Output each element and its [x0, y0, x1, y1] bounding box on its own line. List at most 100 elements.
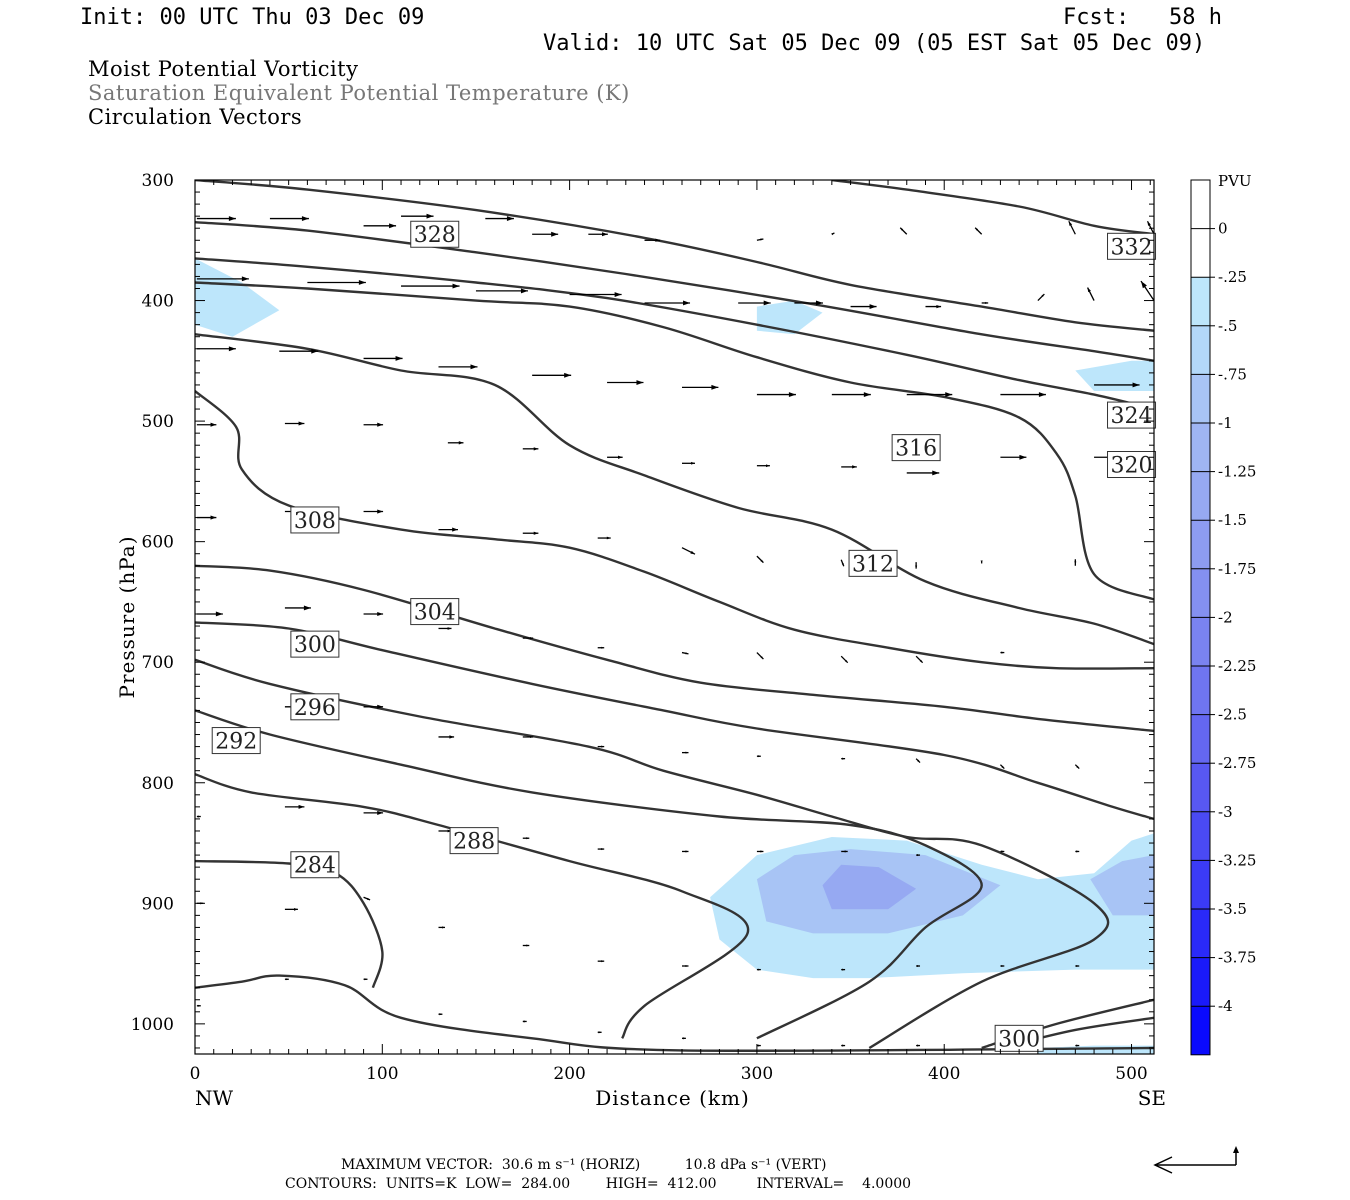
svg-text:332: 332: [1111, 235, 1153, 260]
colorbar-label: -2.25: [1218, 657, 1256, 675]
contour-line-328: [195, 180, 1154, 332]
contour-note: CONTOURS: UNITS=K LOW= 284.00 HIGH= 412.…: [285, 1176, 912, 1192]
circulation-vector: [1068, 220, 1076, 235]
contour-line-unlabeled-13: [195, 974, 1154, 1053]
circulation-vector: [1000, 454, 1027, 460]
colorbar-swatch: [1191, 568, 1210, 618]
colorbar-label: -1.5: [1218, 511, 1247, 529]
circulation-vector: [279, 348, 319, 354]
circulation-vector: [756, 392, 796, 398]
circulation-vector: [841, 968, 846, 971]
circulation-vector: [915, 655, 924, 664]
colorbar-swatch: [1191, 714, 1210, 764]
svg-text:308: 308: [294, 509, 336, 534]
circulation-vector: [475, 288, 528, 294]
title-mpv: Moist Potential Vorticity: [88, 57, 359, 81]
circulation-vector: [522, 447, 539, 451]
colorbar-swatch: [1191, 180, 1210, 229]
circulation-vector: [284, 804, 305, 809]
pv-region-6: [1090, 855, 1154, 916]
circulation-vector: [438, 627, 452, 630]
circulation-vector: [681, 850, 689, 853]
svg-text:328: 328: [414, 223, 456, 248]
y-tick-label: 700: [142, 653, 174, 673]
contour-label-320: 320: [1107, 451, 1157, 479]
svg-text:284: 284: [294, 854, 336, 879]
circulation-vector: [196, 611, 223, 617]
circulation-vector: [284, 978, 289, 981]
colorbar-label: -1.25: [1218, 463, 1256, 481]
circulation-vector: [363, 810, 384, 815]
circulation-vector: [569, 292, 622, 297]
circulation-vector: [831, 232, 835, 236]
circulation-vector: [532, 372, 572, 378]
max-vector-note: MAXIMUM VECTOR: 30.6 m s⁻¹ (HORIZ) 10.8 …: [341, 1157, 827, 1173]
colorbar-label: -.25: [1218, 268, 1247, 286]
circulation-vector: [196, 515, 217, 520]
circulation-vector: [1086, 287, 1095, 301]
colorbar-units: PVU: [1218, 172, 1252, 190]
colorbar-label: 0: [1218, 220, 1228, 238]
circulation-vector: [438, 1013, 443, 1016]
circulation-vector: [756, 968, 761, 971]
circulation-vector: [597, 960, 605, 963]
colorbar-swatch: [1191, 325, 1210, 375]
circulation-vector: [980, 560, 983, 564]
valid-time: Valid: 10 UTC Sat 05 Dec 09 (05 EST Sat …: [543, 31, 1206, 56]
circulation-vector: [597, 1031, 602, 1034]
circulation-vector: [269, 216, 309, 222]
svg-text:320: 320: [1111, 454, 1153, 479]
circulation-vector: [196, 276, 249, 282]
colorbar-label: -.5: [1218, 317, 1237, 335]
circulation-vector: [1037, 293, 1045, 302]
circulation-vector: [597, 745, 605, 748]
contour-label-288: 288: [449, 827, 499, 855]
circulation-vector: [850, 304, 877, 310]
x-end-label-nw: NW: [195, 1086, 234, 1110]
circulation-vector: [438, 364, 478, 370]
y-tick-label: 400: [142, 292, 174, 312]
circulation-vector: [756, 238, 764, 241]
colorbar-label: -.75: [1218, 365, 1247, 383]
contour-line-304: [195, 564, 1154, 733]
pv-region-7: [822, 864, 917, 910]
circulation-vector: [756, 755, 761, 758]
svg-text:304: 304: [414, 601, 456, 626]
colorbar-swatch: [1191, 617, 1210, 666]
contour-label-308: 308: [290, 506, 340, 534]
circulation-vector: [522, 944, 530, 947]
circulation-vector: [681, 384, 719, 390]
contour-label-324: 324: [1107, 401, 1157, 429]
circulation-vector: [522, 837, 530, 840]
circulation-vector: [363, 704, 384, 709]
circulation-vector: [1000, 850, 1005, 853]
circulation-vector: [401, 213, 434, 219]
pv-region-1: [756, 300, 823, 335]
circulation-vector: [438, 527, 458, 532]
contour-line-332: [831, 180, 1154, 236]
y-tick-label: 600: [142, 533, 174, 553]
circulation-vector: [307, 280, 366, 285]
circulation-vector: [1000, 964, 1005, 968]
colorbar-swatch: [1191, 811, 1210, 861]
title-vectors: Circulation Vectors: [88, 105, 303, 129]
circulation-vector: [1075, 850, 1080, 853]
circulation-vector: [522, 735, 534, 739]
contour-label-332: 332: [1107, 232, 1157, 260]
contour-line-288: [195, 773, 750, 1039]
colorbar-label: -3.5: [1218, 900, 1247, 918]
contour-label-296: 296: [290, 693, 340, 721]
circulation-vector: [756, 652, 764, 660]
contour-line-312: [195, 333, 1154, 646]
circulation-vector: [607, 380, 644, 385]
y-tick-label: 500: [142, 412, 174, 432]
colorbar-swatch: [1191, 277, 1210, 326]
circulation-vector: [906, 392, 953, 398]
circulation-vector: [1000, 651, 1005, 654]
circulation-vector: [363, 509, 384, 514]
circulation-vector: [840, 655, 849, 664]
circulation-vector: [915, 758, 921, 764]
circulation-vector: [794, 300, 823, 306]
colorbar-swatch: [1191, 374, 1210, 423]
contour-label-328: 328: [410, 220, 460, 248]
